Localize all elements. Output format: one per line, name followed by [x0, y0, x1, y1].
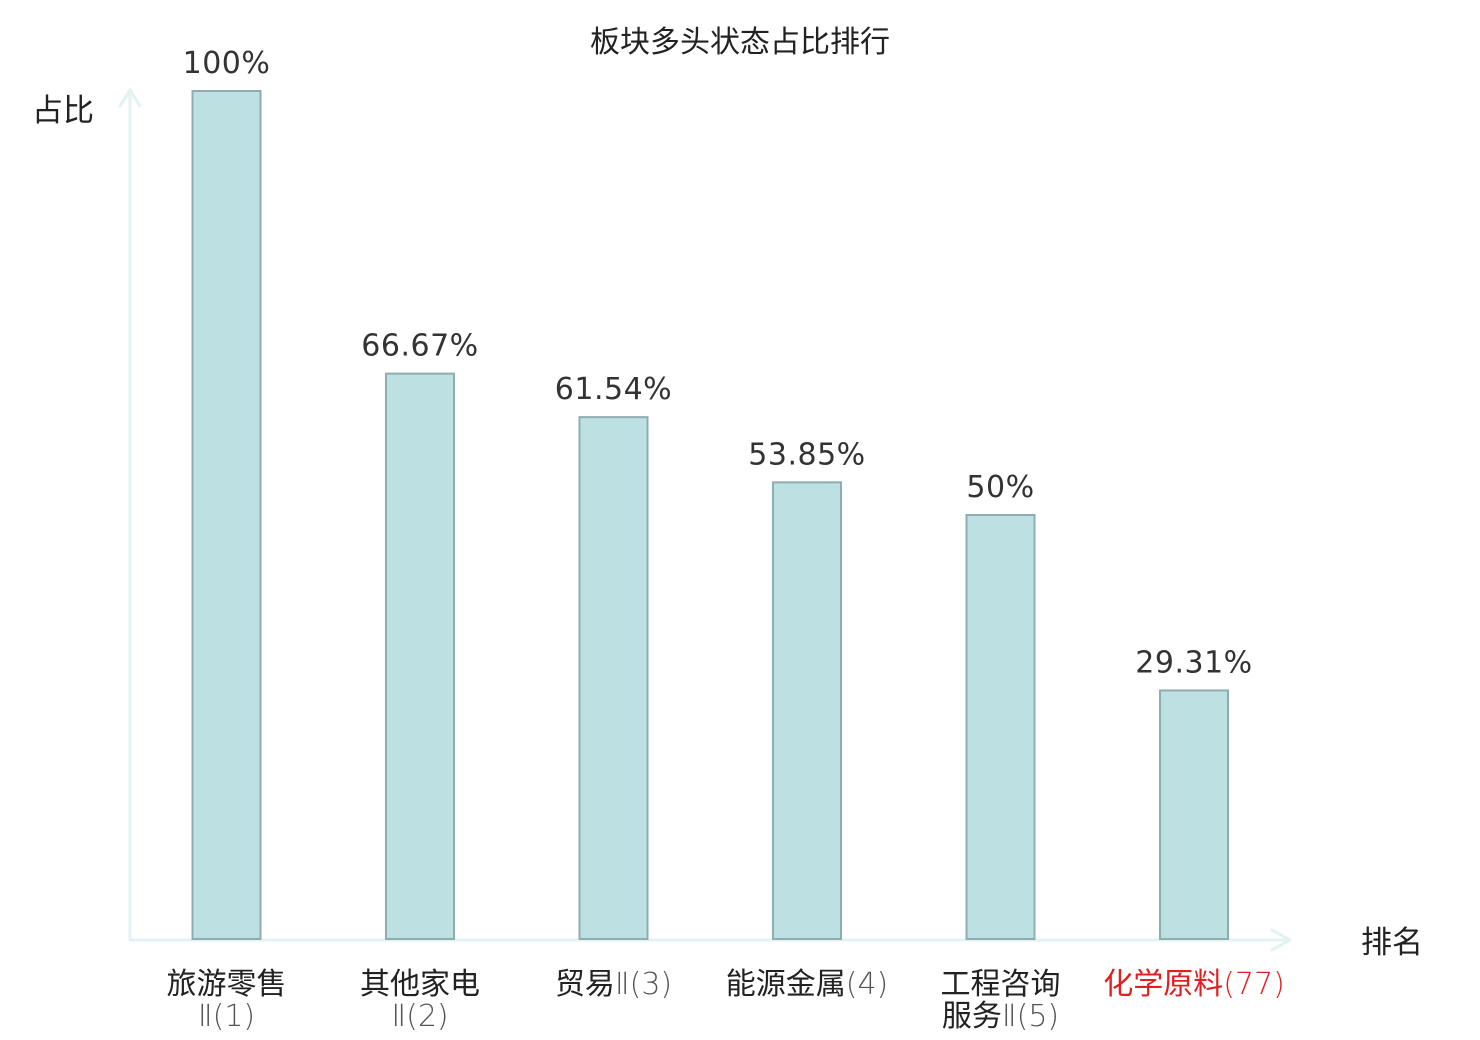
category-tick-label: 化学原料(77): [1103, 967, 1285, 1002]
bar-value-label: 29.31%: [1135, 645, 1252, 680]
category-tick-label: 贸易Ⅱ(3): [555, 967, 672, 1002]
category-tick-label: 服务Ⅱ(5): [942, 999, 1059, 1034]
bar: [1159, 689, 1229, 940]
x-axis-arrow: [1270, 928, 1292, 952]
bar-value-label: 53.85%: [748, 437, 865, 472]
y-axis-arrow: [118, 88, 142, 108]
bar: [191, 90, 262, 940]
chart-title: 板块多头状态占比排行: [590, 25, 890, 60]
category-tick-label: 能源金属(4): [726, 967, 889, 1002]
bar-value-label: 66.67%: [361, 329, 478, 364]
category-tick-label: 工程咨询: [941, 967, 1061, 1002]
bar: [385, 372, 455, 940]
category-tick-label: 其他家电: [360, 967, 480, 1002]
category-tick-label: Ⅱ(1): [198, 999, 255, 1034]
bar: [965, 514, 1036, 940]
bar-value-label: 100%: [183, 46, 271, 81]
category-tick-label: 旅游零售: [167, 967, 287, 1002]
bar: [578, 416, 649, 940]
y-axis-label: 占比: [32, 93, 94, 129]
bar: [772, 481, 842, 940]
category-tick-label: Ⅱ(2): [391, 999, 448, 1034]
bars-group: [191, 90, 1229, 940]
bar-value-label: 50%: [966, 470, 1034, 505]
value-labels-group: 100% 66.67% 61.54% 53.85% 50% 29.31%: [183, 46, 1253, 680]
x-axis-label: 排名: [1361, 925, 1423, 961]
bar-value-label: 61.54%: [555, 372, 672, 407]
